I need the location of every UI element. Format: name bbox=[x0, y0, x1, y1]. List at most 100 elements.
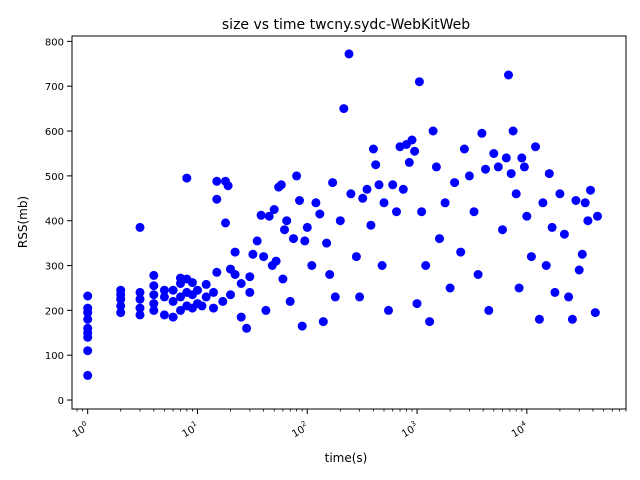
data-point bbox=[469, 207, 479, 217]
data-point bbox=[182, 173, 192, 183]
data-point bbox=[135, 303, 145, 313]
data-point bbox=[538, 198, 548, 208]
data-point bbox=[379, 198, 389, 208]
data-point bbox=[245, 272, 255, 282]
data-point bbox=[135, 287, 145, 297]
data-point bbox=[506, 169, 516, 179]
data-point bbox=[489, 149, 499, 158]
data-point bbox=[574, 265, 584, 275]
data-point bbox=[514, 283, 524, 293]
data-point bbox=[368, 144, 378, 154]
y-tick-label: 600 bbox=[45, 127, 64, 138]
data-point bbox=[358, 193, 368, 203]
data-points bbox=[83, 49, 602, 380]
data-point bbox=[322, 238, 332, 248]
data-point bbox=[236, 312, 246, 322]
data-point bbox=[280, 225, 289, 235]
data-point bbox=[526, 252, 536, 262]
data-point bbox=[567, 314, 577, 324]
data-point bbox=[522, 211, 532, 221]
data-point bbox=[201, 292, 211, 302]
data-point bbox=[344, 49, 354, 59]
data-point bbox=[435, 234, 444, 244]
data-point bbox=[325, 270, 335, 279]
data-point bbox=[307, 261, 317, 270]
data-point bbox=[135, 294, 145, 304]
data-point bbox=[417, 207, 427, 217]
data-point bbox=[392, 207, 401, 217]
data-point bbox=[414, 77, 424, 87]
data-point bbox=[230, 247, 240, 257]
data-point bbox=[248, 249, 258, 259]
data-point bbox=[226, 290, 235, 300]
data-point bbox=[440, 198, 450, 208]
data-point bbox=[493, 162, 503, 172]
data-point bbox=[242, 323, 252, 333]
data-point bbox=[159, 292, 169, 302]
data-point bbox=[116, 301, 126, 311]
data-point bbox=[282, 216, 292, 226]
data-point bbox=[116, 308, 126, 318]
data-point bbox=[450, 178, 460, 188]
data-point bbox=[346, 189, 356, 199]
data-point bbox=[221, 218, 230, 228]
data-point bbox=[547, 222, 557, 232]
data-point bbox=[519, 162, 529, 172]
data-point bbox=[559, 229, 569, 239]
data-point bbox=[425, 317, 435, 327]
data-point bbox=[223, 181, 233, 191]
data-point bbox=[541, 261, 551, 270]
data-point bbox=[550, 287, 560, 297]
x-axis-title: time(s) bbox=[325, 451, 368, 465]
data-point bbox=[464, 171, 474, 181]
y-tick-label: 300 bbox=[45, 262, 64, 273]
data-point bbox=[83, 303, 93, 313]
data-point bbox=[285, 296, 295, 306]
data-point bbox=[431, 162, 441, 172]
data-point bbox=[481, 164, 490, 174]
data-point bbox=[149, 299, 159, 309]
y-tick-label: 400 bbox=[45, 217, 64, 228]
y-tick-label: 200 bbox=[45, 306, 64, 317]
data-point bbox=[473, 270, 483, 279]
data-point bbox=[289, 234, 298, 244]
data-point bbox=[586, 185, 595, 195]
data-point bbox=[583, 216, 593, 226]
data-point bbox=[135, 310, 145, 320]
data-point bbox=[335, 216, 345, 226]
data-point bbox=[508, 126, 518, 136]
data-point bbox=[252, 236, 262, 246]
data-point bbox=[209, 287, 218, 297]
data-point bbox=[212, 267, 222, 277]
data-point bbox=[355, 292, 365, 302]
y-axis: 0 100 200 300 400 500 600 700 800 bbox=[45, 37, 72, 407]
data-point bbox=[511, 189, 521, 199]
data-point bbox=[421, 261, 431, 270]
data-point bbox=[168, 285, 178, 295]
y-tick-label: 100 bbox=[45, 351, 64, 362]
data-point bbox=[456, 247, 466, 257]
data-point bbox=[544, 169, 554, 179]
data-point bbox=[339, 104, 349, 114]
y-tick-label: 700 bbox=[45, 82, 64, 93]
data-point bbox=[245, 287, 255, 297]
data-point bbox=[351, 252, 361, 262]
data-point bbox=[176, 305, 185, 315]
data-point bbox=[388, 180, 398, 190]
data-point bbox=[236, 279, 246, 288]
data-point bbox=[292, 171, 302, 181]
data-point bbox=[498, 225, 507, 235]
data-point bbox=[330, 292, 340, 302]
data-point bbox=[271, 256, 281, 266]
data-point bbox=[300, 236, 310, 246]
data-point bbox=[218, 296, 228, 306]
data-point bbox=[371, 160, 381, 170]
data-point bbox=[484, 305, 494, 315]
data-point bbox=[264, 211, 274, 221]
data-point bbox=[407, 135, 417, 145]
data-point bbox=[159, 310, 169, 320]
data-point bbox=[187, 278, 197, 288]
data-point bbox=[159, 285, 169, 295]
